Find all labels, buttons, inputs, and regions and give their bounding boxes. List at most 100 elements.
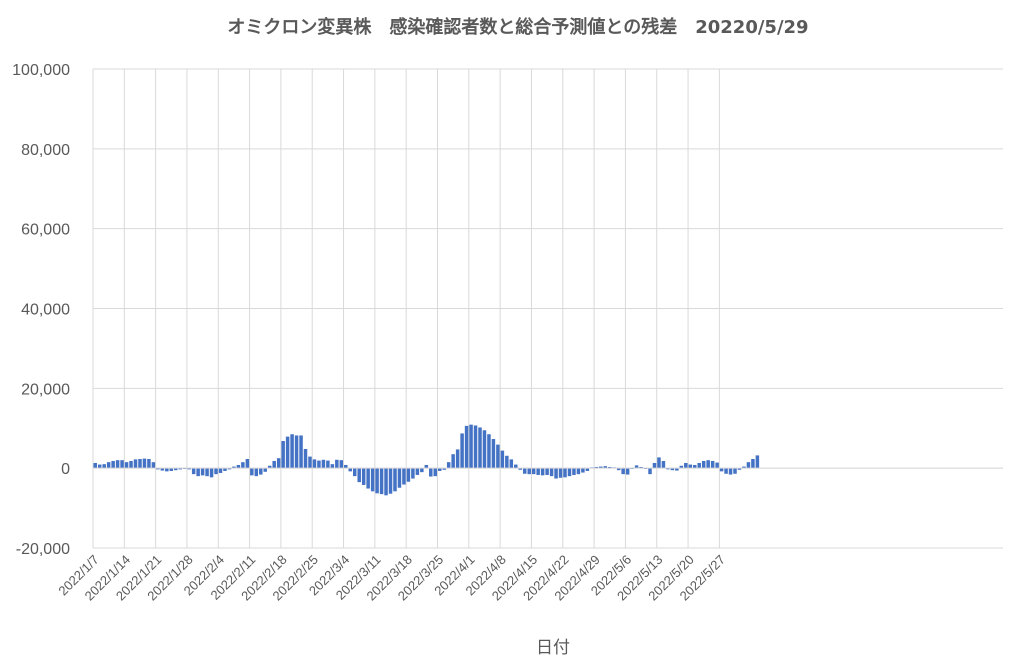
bar xyxy=(330,464,335,469)
bar xyxy=(719,468,724,472)
bar xyxy=(370,468,375,492)
bar xyxy=(424,464,429,469)
bar xyxy=(540,468,545,476)
bar xyxy=(460,433,464,469)
bar xyxy=(156,468,160,470)
bar xyxy=(227,468,232,470)
bar xyxy=(527,468,531,475)
bar xyxy=(482,430,487,469)
bar xyxy=(393,468,397,492)
bar xyxy=(352,468,357,477)
bar xyxy=(621,468,625,475)
x-axis-tick-labels: 2022/1/72022/1/142022/1/212022/1/282022/… xyxy=(55,552,728,604)
bar xyxy=(124,462,129,469)
bar xyxy=(406,468,411,482)
bar xyxy=(684,462,688,469)
y-tick-label: 60,000 xyxy=(21,222,70,239)
bar xyxy=(151,462,156,469)
y-tick-label: 100,000 xyxy=(12,62,70,79)
bar xyxy=(259,468,263,475)
bar xyxy=(509,459,514,469)
bar xyxy=(165,468,169,472)
bar xyxy=(169,468,174,471)
bar xyxy=(451,454,455,469)
bar xyxy=(616,468,621,471)
bar xyxy=(335,459,339,469)
bar xyxy=(751,458,755,469)
bar xyxy=(250,468,254,476)
bar xyxy=(473,425,478,469)
bar xyxy=(200,468,205,476)
bar xyxy=(491,439,496,469)
bar xyxy=(241,462,245,469)
bar xyxy=(348,468,352,472)
bar xyxy=(245,458,250,469)
bar xyxy=(746,462,751,469)
bar xyxy=(464,425,469,469)
bar xyxy=(634,465,639,469)
bar xyxy=(652,462,657,469)
bar xyxy=(608,466,612,469)
gridlines xyxy=(92,68,1003,549)
bar xyxy=(594,466,599,469)
bar xyxy=(625,468,630,475)
bar xyxy=(294,435,299,469)
bar xyxy=(415,468,420,475)
bar xyxy=(326,460,330,469)
bar xyxy=(263,468,267,472)
bar xyxy=(236,464,241,469)
bar xyxy=(657,457,661,469)
bar xyxy=(563,468,567,478)
bar xyxy=(755,455,760,469)
bar xyxy=(160,468,165,471)
bar xyxy=(429,468,433,477)
bar xyxy=(639,466,643,469)
bar xyxy=(142,458,147,469)
bar xyxy=(446,462,451,469)
bar xyxy=(420,468,424,473)
bar xyxy=(733,468,737,474)
bar xyxy=(254,468,259,477)
bar xyxy=(496,444,500,469)
bar xyxy=(545,468,549,475)
y-axis-tick-labels: -20,000 0 20,000 40,000 60,000 80,000 100,000 xyxy=(12,62,70,558)
chart-title: オミクロン変異株 感染確認者数と総合予測値との残差 20220/5/29 xyxy=(227,16,808,38)
bar xyxy=(693,464,697,469)
bar xyxy=(272,460,276,469)
bar xyxy=(487,434,491,469)
bar xyxy=(514,464,518,469)
bar xyxy=(523,468,527,474)
bar xyxy=(187,468,191,470)
bar xyxy=(178,468,182,470)
bar xyxy=(737,468,742,470)
bar xyxy=(433,468,438,477)
bar xyxy=(576,468,581,475)
bar xyxy=(558,468,563,478)
bar xyxy=(742,466,746,469)
bar xyxy=(174,468,178,471)
bar xyxy=(209,468,214,478)
bar xyxy=(321,459,326,469)
bar xyxy=(648,468,652,475)
bar xyxy=(585,468,590,471)
bar xyxy=(567,468,572,477)
bar xyxy=(603,466,608,469)
bar xyxy=(531,468,536,475)
bar xyxy=(285,436,290,469)
bar xyxy=(281,441,285,469)
bar xyxy=(536,468,540,475)
bar xyxy=(93,462,97,469)
bar xyxy=(572,468,576,475)
bar xyxy=(317,460,321,469)
bar xyxy=(666,468,670,470)
bar xyxy=(129,460,133,469)
bar xyxy=(361,468,366,485)
y-tick-label: 0 xyxy=(61,461,70,478)
bar xyxy=(518,468,523,470)
bar xyxy=(478,427,482,469)
y-tick-label: 80,000 xyxy=(21,142,70,159)
bar xyxy=(366,468,370,489)
bar xyxy=(133,459,138,469)
bar xyxy=(442,468,446,470)
